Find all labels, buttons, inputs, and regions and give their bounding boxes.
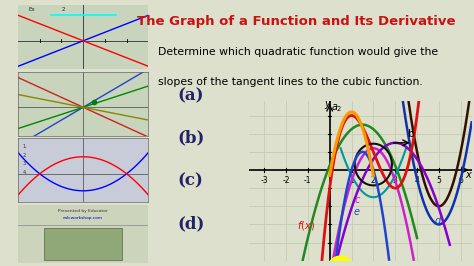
Text: -2: -2	[282, 176, 290, 185]
Text: y: y	[324, 98, 330, 109]
Text: x: x	[465, 170, 471, 180]
Text: 4.: 4.	[22, 170, 27, 175]
Text: 2.: 2.	[22, 153, 27, 158]
Text: 2: 2	[371, 176, 376, 185]
Text: (b): (b)	[178, 130, 205, 147]
Text: (c): (c)	[178, 172, 204, 189]
Bar	[44, 228, 122, 260]
Text: slopes of the tangent lines to the cubic function.: slopes of the tangent lines to the cubic…	[158, 77, 423, 87]
Text: 3.: 3.	[22, 161, 27, 166]
Text: (a): (a)	[178, 87, 204, 104]
Text: calcworkshop.com: calcworkshop.com	[63, 217, 103, 221]
Text: 1.: 1.	[22, 144, 27, 149]
Text: 1: 1	[349, 176, 354, 185]
Text: $a_2$: $a_2$	[331, 102, 342, 114]
Text: 5: 5	[437, 176, 441, 185]
Text: -1: -1	[304, 176, 311, 185]
Text: 6: 6	[458, 176, 463, 185]
Text: 3: 3	[393, 176, 398, 185]
Text: Ex: Ex	[29, 7, 36, 12]
Text: 4: 4	[415, 176, 419, 185]
Text: -3: -3	[260, 176, 268, 185]
Text: The Graph of a Function and Its Derivative: The Graph of a Function and Its Derivati…	[137, 15, 456, 28]
Text: d: d	[435, 217, 441, 226]
Text: Determine which quadratic function would give the: Determine which quadratic function would…	[158, 47, 438, 57]
Text: (d): (d)	[178, 215, 205, 232]
Text: e: e	[354, 207, 360, 217]
Text: b: b	[408, 129, 415, 139]
Text: c: c	[355, 195, 360, 205]
Circle shape	[328, 256, 353, 266]
Text: $f(x)$: $f(x)$	[297, 219, 315, 231]
Text: 2: 2	[62, 7, 65, 12]
Text: Presented by Educator: Presented by Educator	[58, 209, 108, 213]
